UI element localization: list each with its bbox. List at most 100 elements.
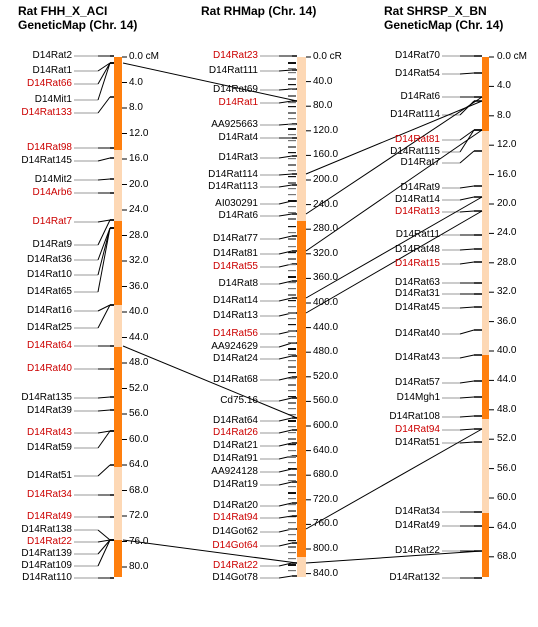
rh-bin-tick: [288, 492, 296, 494]
scale-label: 28.0: [129, 229, 149, 241]
marker-connector: [278, 297, 293, 302]
marker-label: D14Mit2: [34, 174, 72, 185]
scale-label: 720.0: [313, 493, 339, 505]
marker-label: D14Rat7: [32, 216, 72, 227]
marker-label: D14Rat22: [394, 545, 440, 556]
marker-label: D14Rat54: [394, 68, 440, 79]
rh-bin-tick: [288, 102, 296, 104]
marker-connector: [97, 62, 111, 101]
marker-label: D14Mit1: [34, 94, 72, 105]
marker-label: AA925663: [211, 119, 258, 130]
scale-label: 72.0: [129, 510, 149, 521]
marker-label: D14Rat23: [212, 50, 258, 61]
marker-connector: [278, 280, 293, 285]
scale-label: 60.0: [497, 492, 517, 503]
scale-label: 68.0: [129, 484, 149, 496]
marker-label: D14Rat114: [390, 109, 440, 120]
marker-connector: [97, 219, 111, 246]
rh-bin-tick: [288, 78, 296, 80]
marker-label: D14Rat24: [212, 353, 258, 364]
scale-label: 280.0: [313, 223, 339, 235]
marker-label: D14Rat43: [394, 352, 440, 363]
scale-label: 12.0: [129, 127, 149, 139]
rh-bin-tick: [288, 432, 296, 434]
marker-label: D14Rat49: [394, 520, 440, 531]
marker-label: D14Rat2: [32, 50, 72, 61]
rh-bin-tick: [288, 118, 296, 120]
scale-label: 200.0: [313, 174, 339, 185]
marker-connector: [278, 355, 293, 360]
marker-label: D14Rat51: [26, 470, 72, 481]
rh-bin-tick: [288, 396, 296, 398]
scale-label: 0.0 cR: [313, 51, 342, 62]
scale-label: 44.0: [497, 374, 517, 386]
rh-bin-tick: [288, 106, 296, 108]
marker-label: D14Rat45: [394, 302, 440, 313]
scale-label: 360.0: [313, 272, 339, 284]
scale-label: 48.0: [129, 357, 149, 368]
marker-connector: [459, 150, 475, 164]
marker-label: D14Rat22: [26, 536, 72, 547]
scale-label: 760.0: [313, 518, 339, 530]
scale-label: 560.0: [313, 395, 339, 407]
rh-bin-tick: [288, 354, 296, 356]
rh-bin-tick: [288, 84, 296, 86]
scale-label: 520.0: [313, 370, 339, 382]
map-title-shrsp: Rat SHRSP_X_BN: [384, 4, 487, 18]
rh-bin-tick: [288, 570, 296, 572]
scale-label: 56.0: [497, 462, 517, 474]
rh-bin-tick: [288, 246, 296, 248]
homology-link: [305, 210, 483, 314]
rh-bin-tick: [288, 68, 296, 70]
marker-label: D14Rat25: [26, 322, 72, 333]
marker-label: D14Rat94: [212, 512, 258, 523]
chromosome-segment: [297, 221, 306, 557]
marker-label: D14Rat8: [218, 278, 258, 289]
rh-bin-tick: [288, 140, 296, 142]
marker-connector: [278, 417, 293, 422]
rh-bin-tick: [288, 252, 296, 254]
rh-bin-tick: [288, 522, 296, 524]
chromosome-segment: [297, 557, 306, 577]
scale-label: 840.0: [313, 567, 339, 579]
rh-bin-tick: [288, 72, 296, 74]
marker-label: D14Rat9: [400, 182, 440, 193]
map-subtitle-fhh: GeneticMap (Chr. 14): [18, 18, 138, 32]
rh-bin-tick: [288, 282, 296, 284]
marker-label: D14Rat13: [394, 206, 440, 217]
marker-label: D14Rat7: [400, 157, 440, 168]
rh-bin-tick: [288, 378, 296, 380]
marker-label: D14Rat34: [26, 489, 72, 500]
marker-label: D14Rat108: [389, 411, 440, 422]
marker-connector: [278, 468, 293, 473]
marker-label: D14Rat111: [208, 65, 258, 76]
marker-label: D14Got64: [212, 540, 258, 551]
rh-bin-tick: [288, 300, 296, 302]
rh-bin-tick: [288, 486, 296, 488]
scale-label: 400.0: [313, 297, 339, 308]
rh-bin-tick: [288, 294, 296, 296]
chromosome-segment: [114, 57, 122, 150]
rh-bin-tick: [288, 270, 296, 272]
rh-bin-tick: [288, 124, 296, 126]
marker-connector: [459, 380, 475, 384]
rh-bin-tick: [288, 318, 296, 320]
scale-label: 40.0: [313, 75, 333, 87]
marker-label: D14Rat139: [21, 548, 72, 559]
marker-connector: [97, 539, 111, 567]
rh-bin-tick: [288, 336, 296, 338]
chromosome-segment: [114, 540, 122, 577]
marker-connector: [278, 100, 293, 104]
marker-connector: [459, 428, 475, 431]
rh-bin-tick: [288, 226, 296, 228]
marker-connector: [459, 129, 475, 141]
scale-label: 56.0: [129, 408, 149, 419]
marker-connector: [97, 157, 111, 162]
rh-bin-tick: [288, 324, 296, 326]
marker-connector: [278, 502, 293, 507]
rh-bin-tick: [288, 232, 296, 234]
rh-bin-tick: [288, 200, 296, 202]
scale-label: 0.0 cM: [129, 51, 160, 62]
rh-bin-tick: [288, 438, 296, 440]
